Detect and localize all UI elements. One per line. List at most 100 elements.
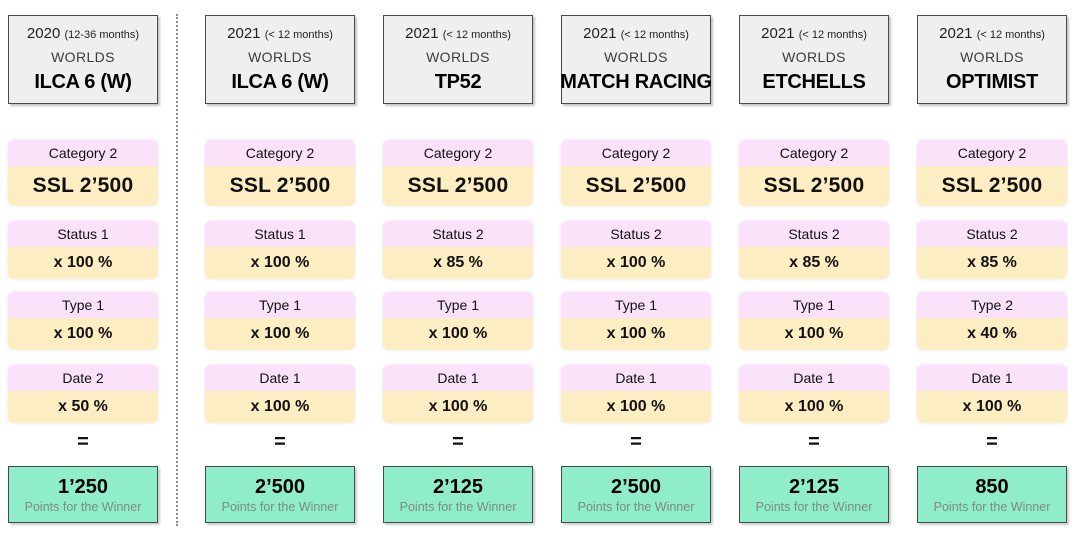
type-label: Type 1 [8,292,158,318]
event-name: TP52 [434,71,482,94]
result-caption: Points for the Winner [755,499,873,514]
event-level-label: WORLDS [426,48,490,65]
equals-sign: = [808,431,820,453]
equals-sign: = [77,431,89,453]
category-factor-box: Category 2 SSL 2’500 [561,140,711,206]
date-label: Date 1 [561,365,711,391]
category-value: SSL 2’500 [383,166,533,206]
date-multiplier: x 100 % [739,391,889,423]
status-label: Status 2 [917,221,1067,247]
result-points: 2’125 [432,475,484,498]
type-factor-box: Type 2 x 40 % [917,292,1067,350]
category-value: SSL 2’500 [8,166,158,206]
event-level-label: WORLDS [51,48,115,65]
type-multiplier: x 100 % [561,318,711,350]
type-label: Type 1 [739,292,889,318]
date-label: Date 1 [205,365,355,391]
event-year: 2021 [405,24,439,42]
event-name: ILCA 6 (W) [231,71,329,94]
result-caption: Points for the Winner [577,499,695,514]
event-year-line: 2021 (< 12 months) [227,25,333,42]
result-caption: Points for the Winner [221,499,339,514]
date-multiplier: x 100 % [917,391,1067,423]
category-value: SSL 2’500 [739,166,889,206]
event-name: ILCA 6 (W) [34,71,132,94]
event-year-line: 2021 (< 12 months) [761,25,867,42]
result-box: 2’125 Points for the Winner [739,466,889,523]
type-label: Type 2 [917,292,1067,318]
type-label: Type 1 [205,292,355,318]
type-factor-box: Type 1 x 100 % [383,292,533,350]
type-factor-box: Type 1 x 100 % [561,292,711,350]
category-value: SSL 2’500 [205,166,355,206]
category-label: Category 2 [383,140,533,166]
status-multiplier: x 100 % [561,247,711,279]
category-label: Category 2 [917,140,1067,166]
type-multiplier: x 100 % [205,318,355,350]
event-level-label: WORLDS [248,48,312,65]
event-year: 2021 [761,24,795,42]
event-level-label: WORLDS [604,48,668,65]
equals-sign: = [986,431,998,453]
date-factor-box: Date 1 x 100 % [739,365,889,423]
status-label: Status 1 [8,221,158,247]
result-points: 850 [975,475,1009,498]
category-label: Category 2 [8,140,158,166]
category-factor-box: Category 2 SSL 2’500 [205,140,355,206]
status-factor-box: Status 2 x 85 % [739,221,889,279]
event-header-box: 2020 (12-36 months) WORLDS ILCA 6 (W) [8,15,158,104]
type-factor-box: Type 1 x 100 % [739,292,889,350]
result-box: 2’125 Points for the Winner [383,466,533,523]
event-year-line: 2021 (< 12 months) [583,25,689,42]
type-label: Type 1 [561,292,711,318]
date-factor-box: Date 1 x 100 % [383,365,533,423]
result-points: 1’250 [57,475,109,498]
date-factor-box: Date 2 x 50 % [8,365,158,423]
event-year-line: 2021 (< 12 months) [405,25,511,42]
type-factor-box: Type 1 x 100 % [8,292,158,350]
status-label: Status 2 [383,221,533,247]
event-column: 2021 (< 12 months) WORLDS MATCH RACING C… [560,15,712,523]
status-factor-box: Status 2 x 100 % [561,221,711,279]
columns-board: 2020 (12-36 months) WORLDS ILCA 6 (W) Ca… [8,15,1067,523]
event-name: OPTIMIST [945,71,1039,94]
category-label: Category 2 [205,140,355,166]
event-name: ETCHELLS [762,71,866,94]
event-period: (< 12 months) [442,28,511,41]
status-factor-box: Status 2 x 85 % [917,221,1067,279]
event-header-box: 2021 (< 12 months) WORLDS OPTIMIST [917,15,1067,104]
event-year: 2020 [26,24,61,42]
category-value: SSL 2’500 [917,166,1067,206]
event-year-line: 2021 (< 12 months) [939,25,1045,42]
category-label: Category 2 [561,140,711,166]
event-header-box: 2021 (< 12 months) WORLDS ILCA 6 (W) [205,15,355,104]
event-level-label: WORLDS [960,48,1024,65]
status-label: Status 2 [561,221,711,247]
category-factor-box: Category 2 SSL 2’500 [383,140,533,206]
category-factor-box: Category 2 SSL 2’500 [8,140,158,206]
date-label: Date 2 [8,365,158,391]
result-points: 2’500 [254,475,306,498]
equals-sign: = [630,431,642,453]
date-label: Date 1 [739,365,889,391]
category-label: Category 2 [739,140,889,166]
category-value: SSL 2’500 [561,166,711,206]
date-multiplier: x 100 % [561,391,711,423]
event-year: 2021 [583,24,617,42]
event-year: 2021 [939,24,973,42]
event-column: 2021 (< 12 months) WORLDS ETCHELLS Categ… [739,15,889,523]
event-level-label: WORLDS [782,48,846,65]
type-label: Type 1 [383,292,533,318]
category-factor-box: Category 2 SSL 2’500 [917,140,1067,206]
result-caption: Points for the Winner [933,499,1051,514]
result-box: 2’500 Points for the Winner [205,466,355,523]
type-multiplier: x 40 % [917,318,1067,350]
date-label: Date 1 [383,365,533,391]
result-points: 2’125 [788,475,840,498]
type-multiplier: x 100 % [383,318,533,350]
event-period: (< 12 months) [798,28,867,41]
date-multiplier: x 50 % [8,391,158,423]
result-caption: Points for the Winner [24,499,142,514]
status-multiplier: x 100 % [205,247,355,279]
